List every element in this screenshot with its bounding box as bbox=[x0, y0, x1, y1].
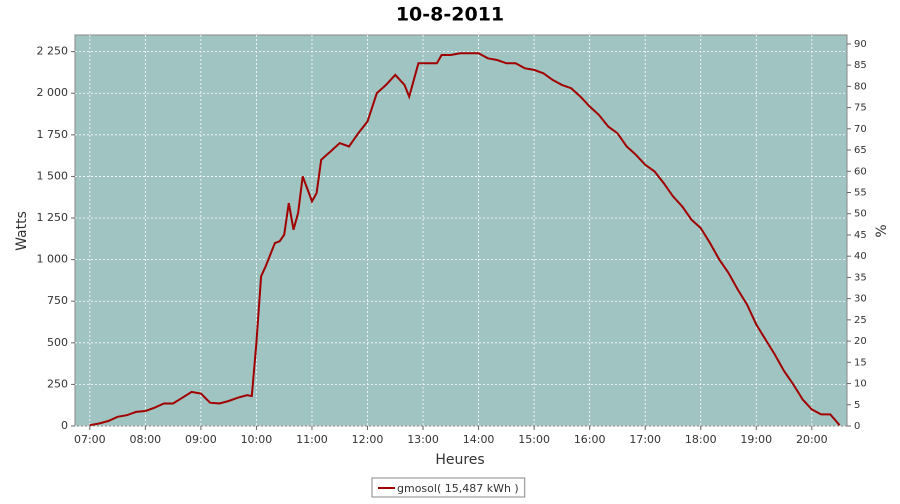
y-axis-label: Watts bbox=[14, 211, 30, 251]
y2-tick-label: 70 bbox=[854, 124, 867, 135]
y-tick-label: 0 bbox=[61, 419, 68, 432]
y2-tick-label: 65 bbox=[854, 145, 867, 156]
y-tick-label: 1 750 bbox=[37, 128, 69, 141]
legend-box bbox=[371, 477, 526, 498]
y2-axis-label: % bbox=[874, 224, 890, 237]
x-tick-label: 13:00 bbox=[407, 433, 439, 446]
x-tick-label: 14:00 bbox=[463, 433, 495, 446]
y2-tick-label: 10 bbox=[854, 379, 867, 390]
y2-tick-label: 90 bbox=[854, 39, 867, 50]
y2-tick-label: 25 bbox=[854, 315, 867, 326]
y2-tick-label: 50 bbox=[854, 209, 867, 220]
y2-tick-label: 45 bbox=[854, 230, 867, 241]
chart-title: 10-8-2011 bbox=[396, 4, 504, 26]
y-tick-label: 1 000 bbox=[37, 253, 69, 266]
x-tick-label: 18:00 bbox=[685, 433, 717, 446]
x-tick-label: 16:00 bbox=[574, 433, 606, 446]
y2-tick-label: 35 bbox=[854, 272, 867, 283]
y2-tick-label: 20 bbox=[854, 336, 867, 347]
y2-tick-label: 0 bbox=[854, 421, 860, 432]
y2-tick-label: 80 bbox=[854, 81, 867, 92]
y-tick-label: 750 bbox=[47, 294, 68, 307]
line-series bbox=[89, 52, 841, 427]
x-tick-label: 19:00 bbox=[740, 433, 772, 446]
y-tick-label: 250 bbox=[47, 377, 68, 390]
y2-tick-label: 30 bbox=[854, 294, 867, 305]
y2-tick-label: 40 bbox=[854, 251, 867, 262]
x-tick-label: 15:00 bbox=[518, 433, 550, 446]
y-tick-label: 2 000 bbox=[37, 86, 69, 99]
x-tick-label: 17:00 bbox=[629, 433, 661, 446]
x-tick-label: 12:00 bbox=[352, 433, 384, 446]
x-tick-label: 20:00 bbox=[796, 433, 828, 446]
y-tick-label: 500 bbox=[47, 336, 68, 349]
y2-tick-label: 5 bbox=[854, 400, 860, 411]
y-tick-label: 1 250 bbox=[37, 211, 69, 224]
y2-tick-label: 55 bbox=[854, 188, 867, 199]
y-tick-label: 1 500 bbox=[37, 169, 69, 182]
x-tick-label: 11:00 bbox=[296, 433, 328, 446]
x-tick-label: 09:00 bbox=[185, 433, 217, 446]
x-tick-label: 07:00 bbox=[74, 433, 106, 446]
plot-area bbox=[74, 34, 848, 427]
x-tick-label: 10:00 bbox=[241, 433, 273, 446]
y2-tick-label: 60 bbox=[854, 166, 867, 177]
x-axis-label: Heures bbox=[435, 452, 484, 468]
y-tick-label: 2 250 bbox=[37, 45, 69, 58]
legend-label: gmosol( 15,487 kWh ) bbox=[397, 482, 519, 495]
y2-tick-label: 85 bbox=[854, 60, 867, 71]
x-tick-label: 08:00 bbox=[129, 433, 161, 446]
y2-tick-label: 75 bbox=[854, 103, 867, 114]
y2-tick-label: 15 bbox=[854, 357, 867, 368]
